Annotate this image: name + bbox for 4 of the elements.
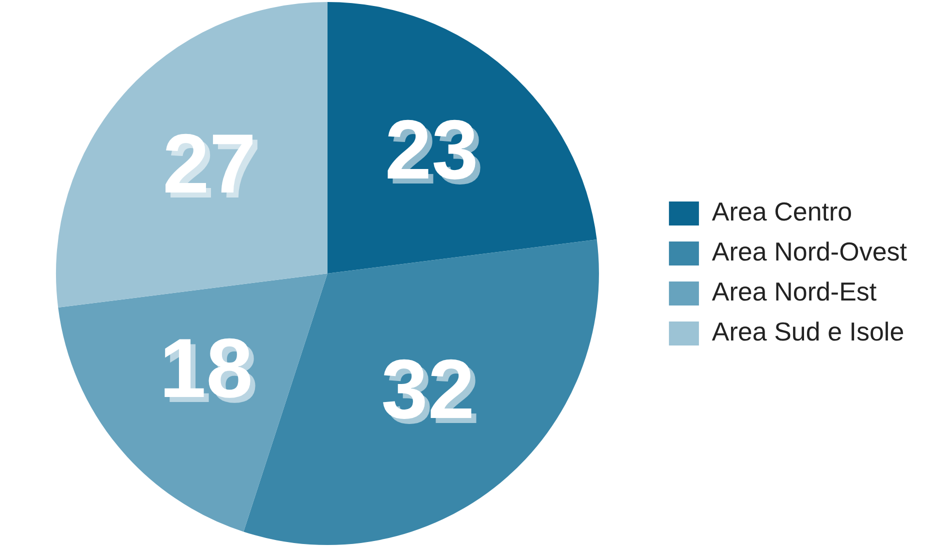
legend-label: Area Centro — [712, 196, 852, 227]
legend-label: Area Nord-Ovest — [712, 236, 908, 267]
legend-label: Area Sud e Isole — [712, 316, 904, 347]
legend-label: Area Nord-Est — [712, 276, 878, 307]
